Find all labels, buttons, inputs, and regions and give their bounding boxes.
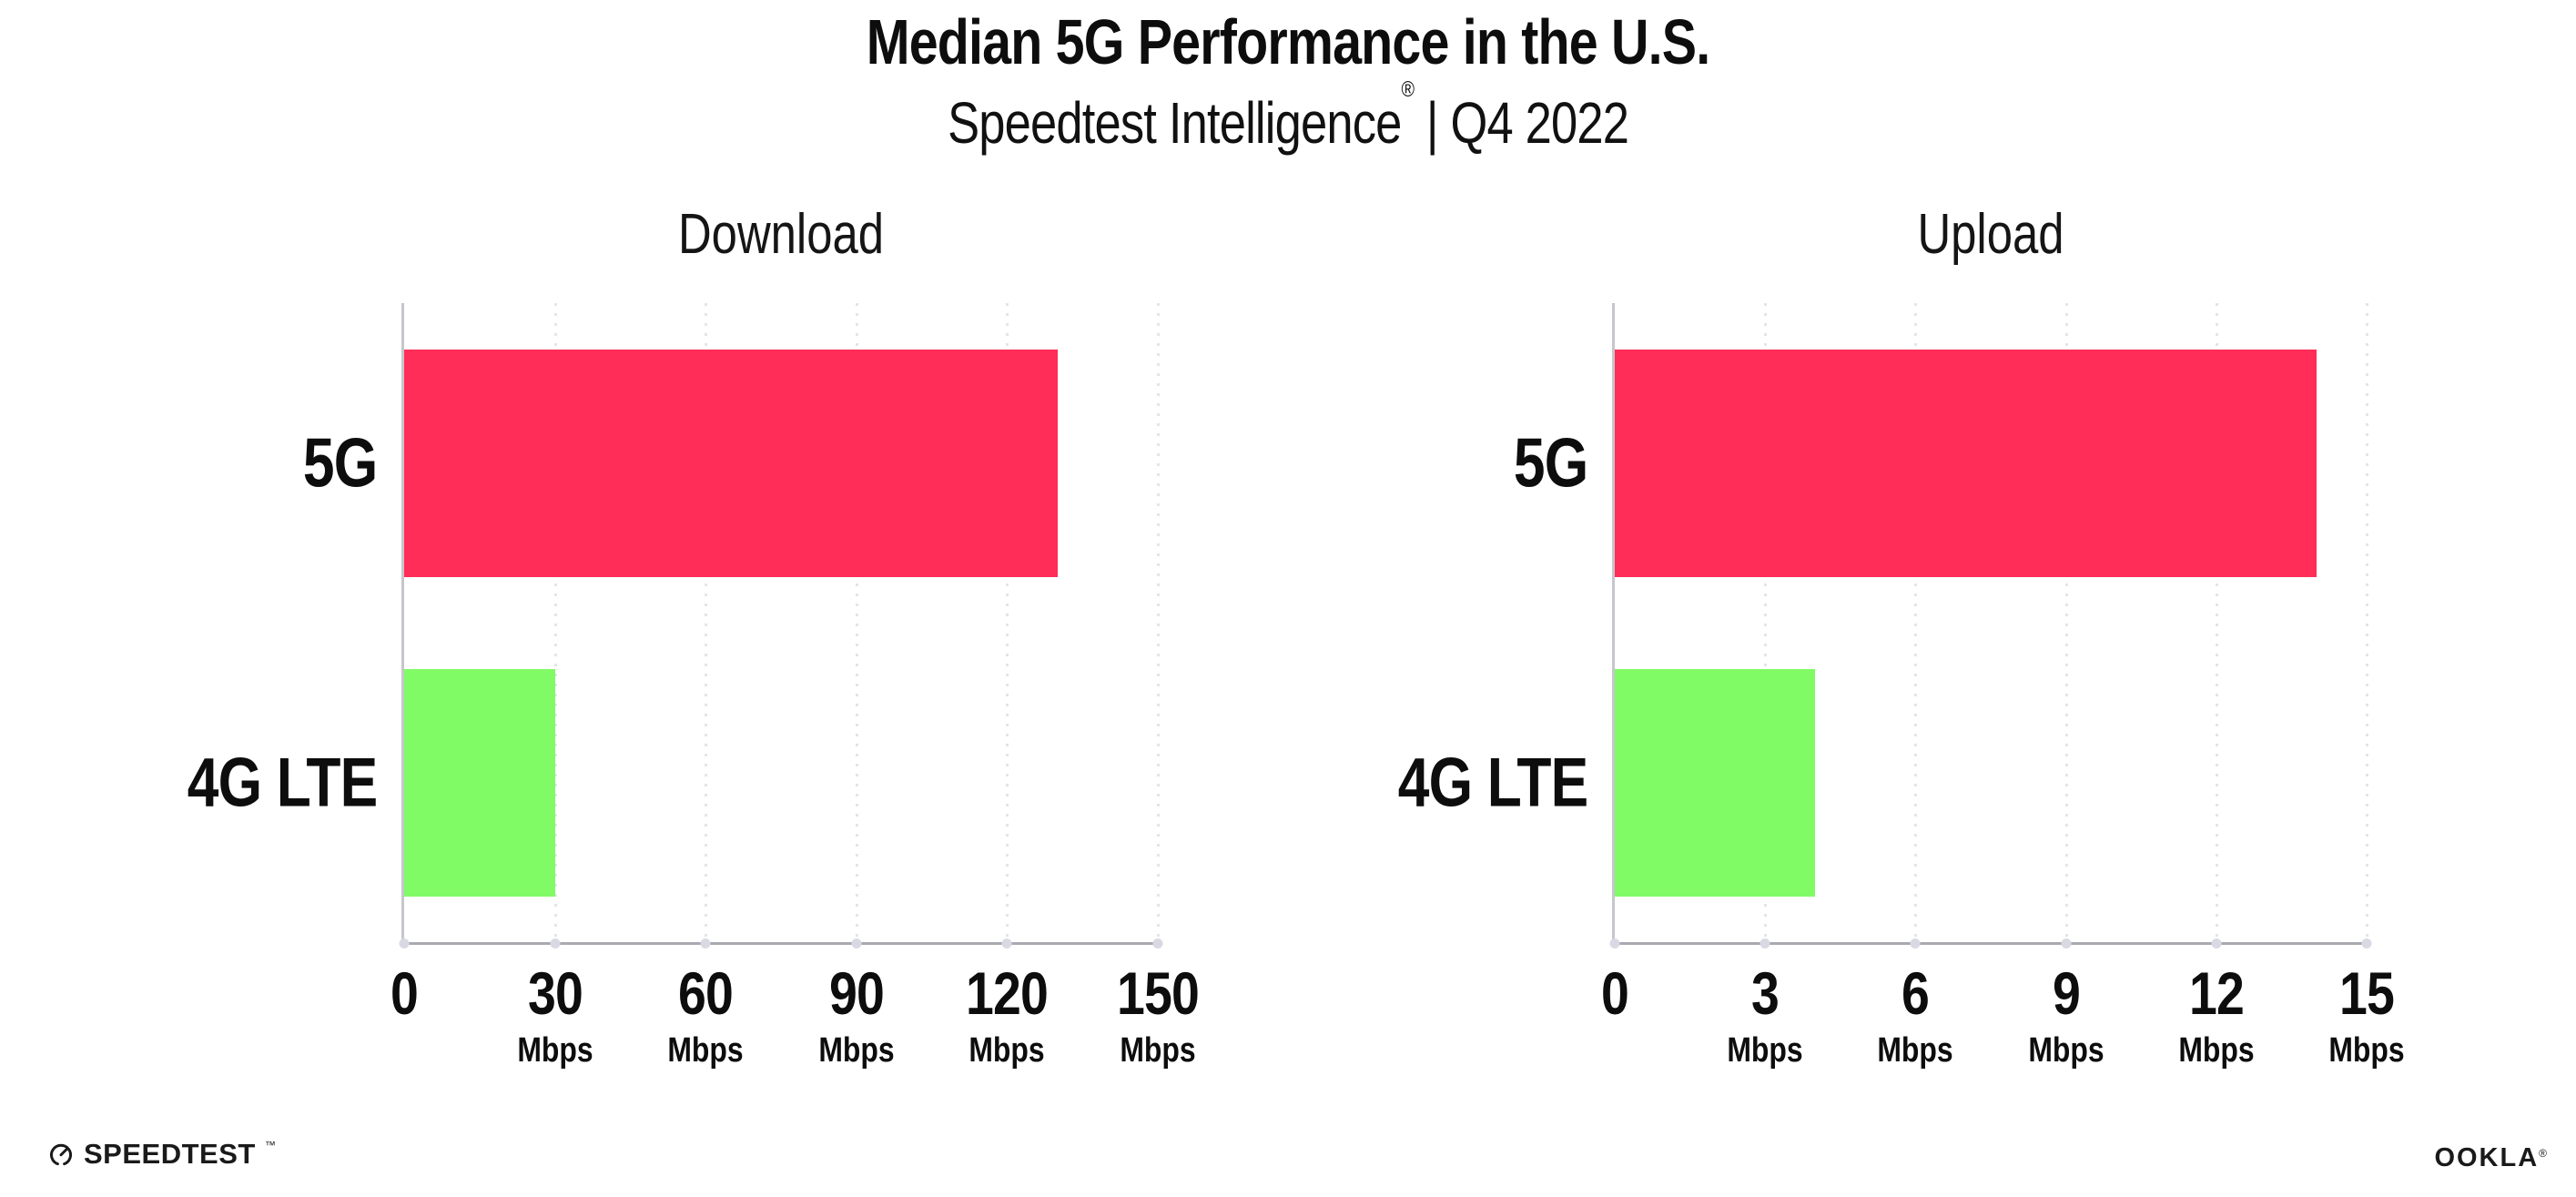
bar-4g-lte xyxy=(404,668,555,897)
speedtest-logo: SPEEDTEST ™ xyxy=(47,1138,276,1171)
x-tick-unit-15: Mbps xyxy=(2328,1031,2405,1070)
axis-dot-0 xyxy=(399,938,410,948)
x-tick-label-0: 0 xyxy=(1600,959,1629,1027)
gridline-15 xyxy=(2366,303,2368,942)
x-tick-12: 12 Mbps xyxy=(2171,959,2261,1070)
axis-dot-60 xyxy=(700,938,711,948)
page-title-text: Median 5G Performance in the U.S. xyxy=(866,6,1710,77)
gridline-6 xyxy=(1914,303,1918,942)
x-tick-label-15: 15 xyxy=(2338,959,2395,1027)
gridline-3 xyxy=(1764,303,1768,942)
subtitle-inner: Speedtest Intelligence® | Q4 2022 xyxy=(948,77,1629,157)
x-tick-150: 150 Mbps xyxy=(1109,959,1206,1070)
x-tick-unit-9: Mbps xyxy=(2027,1031,2104,1070)
x-tick-120: 120 Mbps xyxy=(958,959,1056,1070)
x-tick-label-90: 90 xyxy=(828,959,885,1027)
subtitle-period: | Q4 2022 xyxy=(1414,89,1629,156)
download-chart: Download 0 30 Mbps 60 Mbps 90 Mbps 120 Mbps 150 Mb… xyxy=(187,203,1199,1070)
axis-dot-3 xyxy=(1760,938,1770,948)
x-tick-6: 6 Mbps xyxy=(1871,959,1961,1070)
x-tick-unit-90: Mbps xyxy=(818,1031,895,1070)
gridline-120 xyxy=(1006,303,1009,942)
gridline-30 xyxy=(553,303,557,942)
axis-dot-90 xyxy=(851,938,862,948)
ookla-registered-mark: ® xyxy=(2539,1147,2547,1160)
gridline-9 xyxy=(2064,303,2068,942)
gridline-150 xyxy=(1157,303,1160,942)
x-tick-60: 60 Mbps xyxy=(661,959,751,1070)
x-tick-label-150: 150 xyxy=(1117,959,1200,1027)
x-tick-unit-60: Mbps xyxy=(667,1031,744,1070)
axis-dot-30 xyxy=(550,938,561,948)
speedtest-trademark-mark: ™ xyxy=(264,1139,276,1151)
x-tick-label-3: 3 xyxy=(1751,959,1780,1027)
bar-5g xyxy=(1615,349,2317,577)
x-tick-0: 0 xyxy=(388,959,421,1028)
x-tick-label-0: 0 xyxy=(390,959,419,1027)
x-tick-label-30: 30 xyxy=(527,959,583,1027)
x-tick-0: 0 xyxy=(1598,959,1631,1028)
category-label-4g-lte: 4G LTE xyxy=(1397,744,1587,821)
x-tick-label-9: 9 xyxy=(2052,959,2081,1027)
x-tick-unit-6: Mbps xyxy=(1877,1031,1954,1070)
page-title: Median 5G Performance in the U.S. xyxy=(0,6,2576,77)
ookla-wordmark: OOKLA xyxy=(2434,1143,2540,1172)
x-tick-9: 9 Mbps xyxy=(2021,959,2111,1070)
axis-dot-12 xyxy=(2211,938,2222,948)
download-chart-title: Download xyxy=(677,203,885,266)
x-tick-unit-120: Mbps xyxy=(969,1031,1046,1070)
axis-dot-150 xyxy=(1152,938,1163,948)
x-tick-label-12: 12 xyxy=(2188,959,2245,1027)
bar-4g-lte xyxy=(1615,668,1816,897)
axis-dot-120 xyxy=(1001,938,1012,948)
x-tick-15: 15 Mbps xyxy=(2321,959,2411,1070)
category-label-5g: 5G xyxy=(1513,424,1587,502)
x-tick-90: 90 Mbps xyxy=(811,959,901,1070)
x-tick-unit-30: Mbps xyxy=(516,1031,593,1070)
axis-dot-9 xyxy=(2061,938,2072,948)
axis-dot-6 xyxy=(1910,938,1921,948)
speedtest-wordmark: SPEEDTEST xyxy=(84,1138,256,1170)
gridline-12 xyxy=(2215,303,2218,942)
upload-chart: Upload 0 3 Mbps 6 Mbps 9 Mbps 12 Mbps 15 Mbps 5G 4G … xyxy=(1397,203,2404,1070)
axis-dot-15 xyxy=(2361,938,2372,948)
x-tick-unit-12: Mbps xyxy=(2178,1031,2255,1070)
x-tick-label-60: 60 xyxy=(678,959,734,1027)
speedtest-gauge-icon xyxy=(50,1143,72,1166)
x-tick-unit-150: Mbps xyxy=(1120,1031,1196,1070)
bar-5g xyxy=(404,349,1058,577)
x-tick-3: 3 Mbps xyxy=(1720,959,1810,1070)
x-tick-label-120: 120 xyxy=(966,959,1049,1027)
category-label-5g: 5G xyxy=(302,424,377,502)
axis-dot-0 xyxy=(1609,938,1620,948)
x-tick-unit-3: Mbps xyxy=(1727,1031,1803,1070)
x-tick-30: 30 Mbps xyxy=(510,959,600,1070)
x-tick-label-6: 6 xyxy=(1902,959,1930,1027)
gridline-90 xyxy=(855,303,858,942)
page-subtitle: Speedtest Intelligence® | Q4 2022 xyxy=(0,77,2576,157)
upload-chart-title: Upload xyxy=(1917,203,2064,266)
header: Median 5G Performance in the U.S. Speedt… xyxy=(0,6,2576,157)
ookla-logo: OOKLA® xyxy=(2434,1143,2547,1173)
gridline-60 xyxy=(705,303,708,942)
registered-mark: ® xyxy=(1401,77,1415,103)
category-label-4g-lte: 4G LTE xyxy=(187,744,377,821)
subtitle-text: Speedtest Intelligence xyxy=(948,89,1402,156)
